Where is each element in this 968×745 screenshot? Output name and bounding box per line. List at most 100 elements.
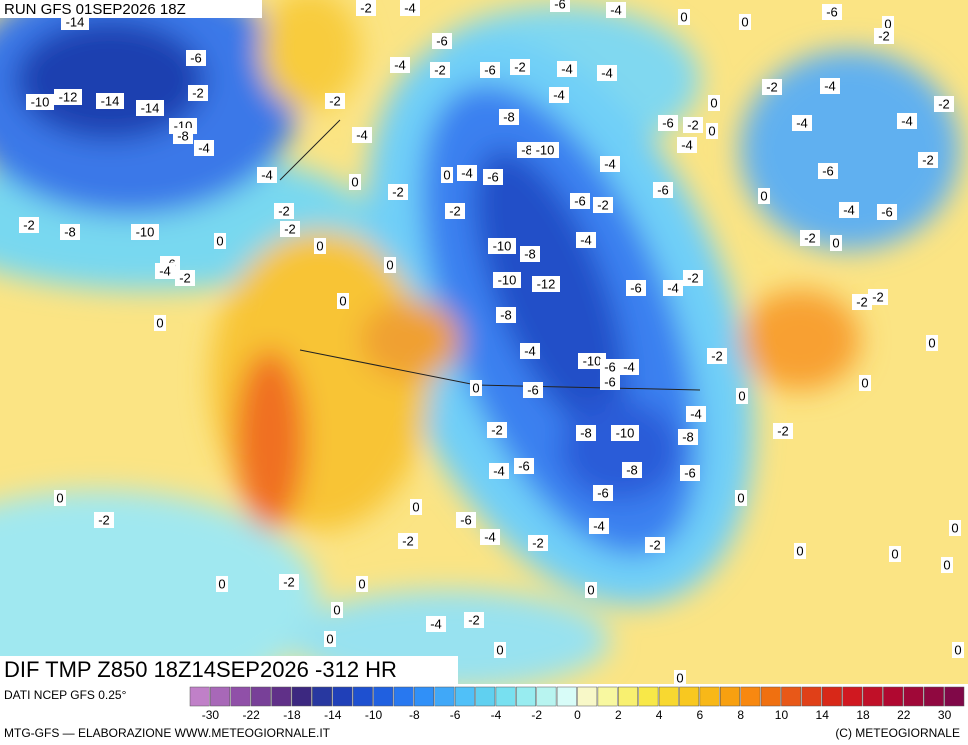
legend-swatch: [944, 686, 965, 707]
contour-label: 0: [339, 293, 346, 308]
contour-label: -2: [804, 230, 816, 245]
contour-label: 0: [760, 188, 767, 203]
contour-label-bg: [489, 463, 509, 479]
contour-label: -6: [487, 169, 499, 184]
contour-label-bg: [188, 85, 208, 101]
contour-label-bg: [441, 167, 453, 183]
contour-label-bg: [820, 78, 840, 94]
contour-label-bg: [523, 382, 543, 398]
contour-label: 0: [156, 315, 163, 330]
contour-label: 0: [951, 520, 958, 535]
contour-label-bg: [331, 602, 343, 618]
legend-label: 30: [938, 708, 952, 722]
contour-label: -4: [580, 232, 592, 247]
contour-label: -14: [66, 14, 85, 29]
contour-label-bg: [60, 224, 80, 240]
legend-swatch: [903, 686, 924, 707]
legend-label: 6: [697, 708, 704, 722]
contour-label: 0: [738, 388, 745, 403]
contour-label-bg: [274, 203, 294, 219]
contour-label-bg: [194, 140, 214, 156]
contour-label: -2: [532, 535, 544, 550]
contour-label: -4: [610, 2, 622, 17]
contour-label-bg: [597, 65, 617, 81]
contour-label-bg: [487, 422, 507, 438]
contour-label-bg: [480, 529, 500, 545]
contour-label-bg: [576, 232, 596, 248]
contour-label-bg: [432, 33, 452, 49]
contour-label: -14: [101, 93, 120, 108]
contour-label-bg: [952, 642, 964, 658]
legend-swatch: [740, 686, 761, 707]
contour-label: 0: [928, 335, 935, 350]
contour-label-bg: [54, 490, 66, 506]
contour-label: -6: [597, 485, 609, 500]
legend-swatch: [760, 686, 781, 707]
contour-label-bg: [792, 115, 812, 131]
contour-label: -4: [690, 406, 702, 421]
contour-label-bg: [279, 574, 299, 590]
contour-label-bg: [173, 128, 193, 144]
contour-label: 0: [861, 375, 868, 390]
contour-label-bg: [678, 9, 690, 25]
contour-label-bg: [175, 270, 195, 286]
legend-swatch: [658, 686, 679, 707]
legend-swatch: [434, 686, 455, 707]
contour-label-bg: [549, 87, 569, 103]
contour-label-bg: [496, 307, 516, 323]
contour-label: -2: [938, 96, 950, 111]
contour-label-bg: [426, 616, 446, 632]
legend-swatch: [720, 686, 740, 707]
contour-label: -2: [192, 85, 204, 100]
legend-swatch: [516, 686, 536, 707]
contour-label: -6: [826, 4, 838, 19]
contour-label-bg: [457, 165, 477, 181]
contour-label-bg: [356, 0, 376, 16]
contour-label: -6: [684, 465, 696, 480]
legend-swatch: [801, 686, 822, 707]
contour-label-bg: [874, 28, 894, 44]
legend-swatch: [577, 686, 598, 707]
contour-label: 0: [358, 576, 365, 591]
contour-label-bg: [520, 246, 540, 262]
contour-label-bg: [739, 14, 751, 30]
contour-label-bg: [480, 62, 500, 78]
contour-label: 0: [954, 642, 961, 657]
contour-label-bg: [186, 50, 206, 66]
contour-label: -8: [177, 128, 189, 143]
contour-label-bg: [314, 238, 326, 254]
contour-label: -4: [593, 518, 605, 533]
contour-label: -2: [278, 203, 290, 218]
contour-label: -4: [198, 140, 210, 155]
contour-label-bg: [514, 458, 534, 474]
contour-label-bg: [576, 425, 596, 441]
contour-label-bg: [154, 315, 166, 331]
contour-label: 0: [216, 233, 223, 248]
contour-label-bg: [877, 204, 897, 220]
legend-swatch: [352, 686, 373, 707]
legend-swatch: [556, 686, 577, 707]
legend-label: 2: [615, 708, 622, 722]
contour-label: -6: [604, 374, 616, 389]
contour-label-bg: [674, 670, 686, 686]
contour-label-bg: [941, 557, 953, 573]
contour-label-bg: [619, 359, 639, 375]
legend-swatch: [373, 686, 394, 707]
contour-label: 0: [333, 602, 340, 617]
contour-label-bg: [897, 113, 917, 129]
contour-label-bg: [494, 642, 506, 658]
contour-label-bg: [611, 425, 639, 441]
contour-label-bg: [680, 465, 700, 481]
contour-label: -6: [662, 115, 674, 130]
contour-label: -4: [484, 529, 496, 544]
contour-label-bg: [773, 423, 793, 439]
contour-label-bg: [26, 94, 54, 110]
contour-label: -8: [524, 246, 536, 261]
legend-label: 18: [856, 708, 870, 722]
contour-label: -6: [604, 359, 616, 374]
contour-label: -6: [881, 204, 893, 219]
contour-label: -8: [580, 425, 592, 440]
contour-label: -10: [493, 238, 512, 253]
